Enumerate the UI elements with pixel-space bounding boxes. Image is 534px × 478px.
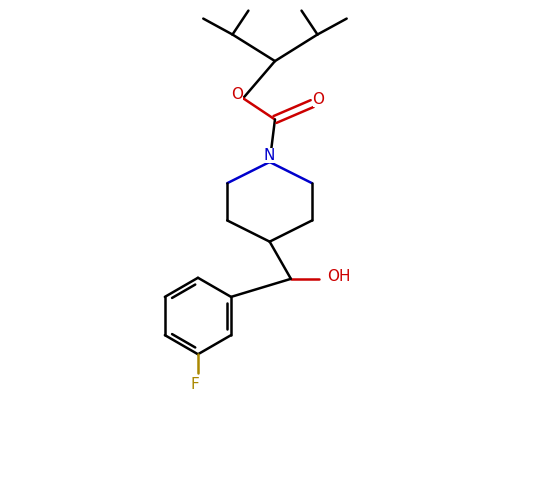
Text: O: O xyxy=(312,92,325,107)
Text: OH: OH xyxy=(327,269,350,283)
Text: O: O xyxy=(231,87,243,101)
Text: N: N xyxy=(264,148,276,163)
Text: F: F xyxy=(191,377,200,392)
